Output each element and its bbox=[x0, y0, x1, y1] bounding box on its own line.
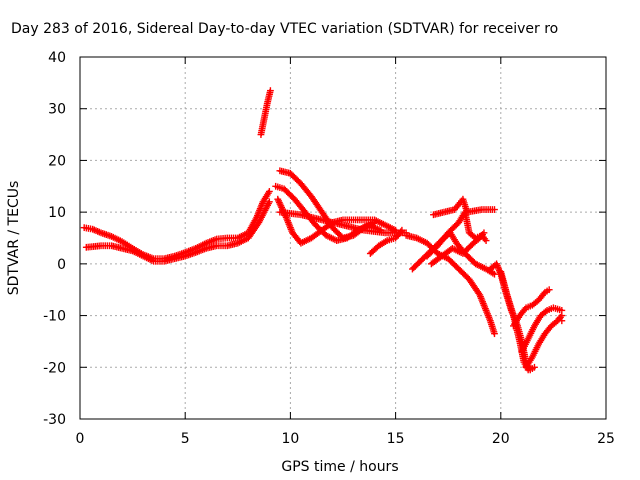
y-axis-label: SDTVAR / TECUs bbox=[6, 181, 22, 296]
x-tick-label: 20 bbox=[492, 431, 510, 447]
data-point bbox=[545, 286, 553, 294]
y-tick-label: -20 bbox=[43, 360, 66, 376]
plot-frame bbox=[79, 56, 607, 420]
y-tick-label: 30 bbox=[48, 102, 66, 118]
ticks-layer bbox=[79, 56, 607, 420]
data-point bbox=[267, 87, 274, 95]
data-point bbox=[531, 363, 538, 371]
x-tick-label: 0 bbox=[76, 431, 85, 447]
y-tick-label: -10 bbox=[43, 309, 66, 325]
scatter-points-layer bbox=[80, 87, 566, 374]
data-point bbox=[398, 226, 406, 234]
y-tick-label: 10 bbox=[48, 205, 66, 221]
x-tick-label: 15 bbox=[387, 431, 405, 447]
data-point bbox=[491, 206, 498, 213]
y-tick-label: 0 bbox=[57, 257, 66, 273]
data-point bbox=[265, 198, 273, 206]
data-point bbox=[397, 228, 405, 236]
x-tick-label: 25 bbox=[597, 431, 615, 447]
chart-title: Day 283 of 2016, Sidereal Day-to-day VTE… bbox=[11, 21, 558, 37]
data-point bbox=[265, 188, 273, 195]
data-point bbox=[558, 307, 566, 314]
data-point bbox=[482, 237, 490, 244]
tick-labels-layer: 0 5 10 15 20 25 -30 -20 -10 0 10 20 30 40 bbox=[43, 50, 615, 447]
x-tick-label: 10 bbox=[281, 431, 299, 447]
x-tick-label: 5 bbox=[181, 431, 190, 447]
data-point bbox=[491, 330, 498, 338]
data-point bbox=[491, 270, 498, 278]
y-tick-label: 20 bbox=[48, 153, 66, 169]
y-tick-label: 40 bbox=[48, 50, 66, 66]
data-point bbox=[480, 229, 488, 237]
y-tick-label: -30 bbox=[43, 412, 66, 428]
x-axis-label: GPS time / hours bbox=[281, 459, 398, 475]
data-point bbox=[558, 317, 566, 325]
